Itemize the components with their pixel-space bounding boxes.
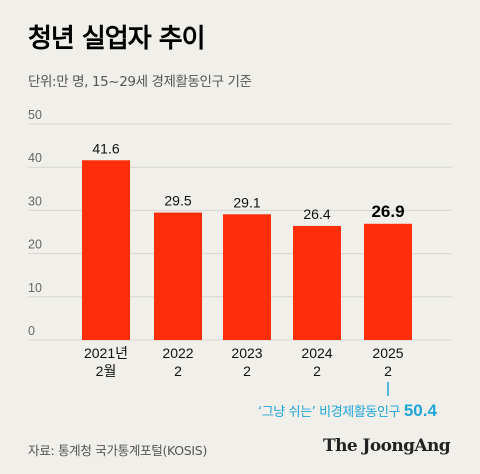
x-tick-label: 2021년: [84, 345, 128, 361]
bar: [82, 160, 130, 340]
publisher-logo: The JoongAng: [323, 436, 451, 456]
source-note: 자료: 통계청 국가통계포털(KOSIS): [28, 443, 208, 458]
bar-value-label: 41.6: [92, 140, 119, 156]
y-tick-label: 10: [28, 281, 42, 295]
y-tick-label: 30: [28, 194, 42, 208]
bar: [293, 225, 341, 340]
chart-title: 청년 실업자 추이: [28, 24, 206, 54]
y-tick-label: 20: [28, 238, 42, 252]
bar: [154, 212, 202, 340]
bar: [364, 223, 412, 340]
bar: [223, 214, 271, 340]
x-tick-label: 2024: [301, 345, 332, 361]
bar-value-label: 29.5: [164, 193, 191, 209]
x-tick-label: 2: [243, 363, 251, 379]
x-tick-label: 2: [384, 363, 392, 379]
x-tick-label: 2023: [231, 345, 262, 361]
y-tick-label: 50: [28, 108, 42, 122]
x-tick-label: 2월: [96, 363, 117, 379]
y-tick-label: 40: [28, 151, 42, 165]
x-tick-label: 2: [313, 363, 321, 379]
annotation-text: ‘그냥 쉬는’ 비경제활동인구: [258, 405, 401, 420]
bar-value-label: 26.4: [303, 206, 330, 222]
chart-subtitle: 단위:만 명, 15~29세 경제활동인구 기준: [28, 74, 252, 90]
x-tick-label: 2: [174, 363, 182, 379]
bar-value-label: 29.1: [233, 194, 260, 210]
x-tick-label: 2022: [162, 345, 193, 361]
bar-value-label: 26.9: [371, 202, 404, 221]
x-tick-label: 2025: [372, 345, 403, 361]
annotation-value: 50.4: [403, 401, 437, 420]
annotation: ‘그냥 쉬는’ 비경제활동인구 50.4: [258, 401, 437, 421]
y-tick-label: 0: [28, 324, 35, 338]
